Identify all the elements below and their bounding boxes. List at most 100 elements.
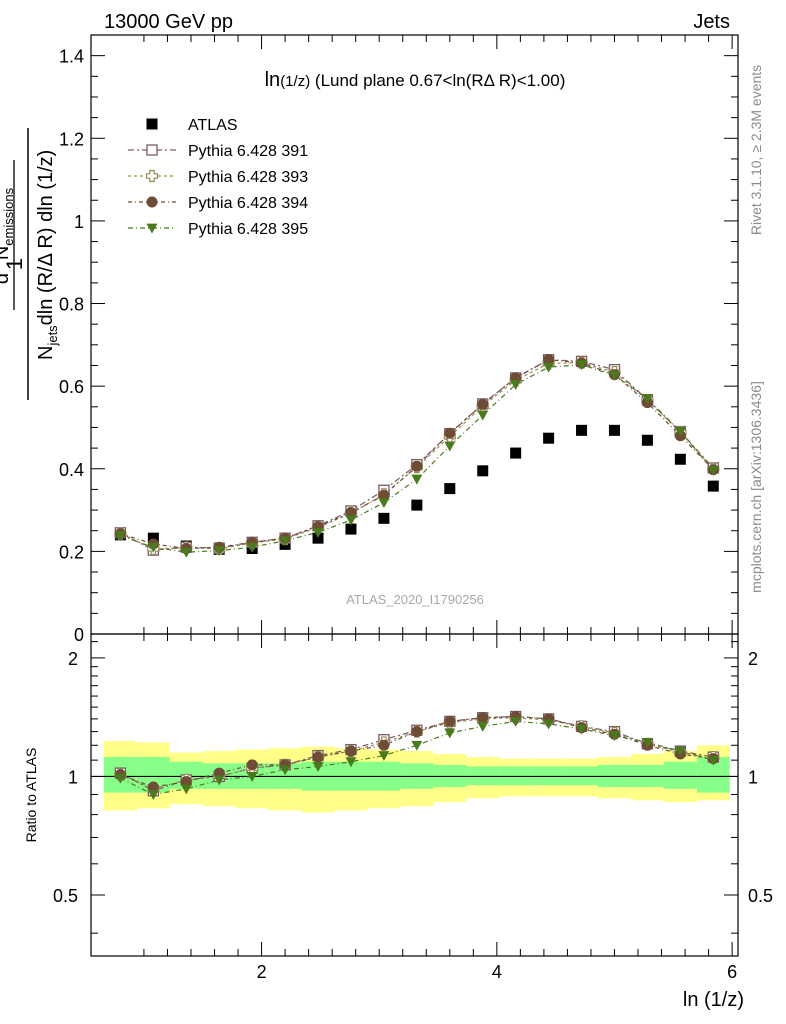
- watermark: ATLAS_2020_I1790256: [346, 592, 484, 607]
- ratio-y-axis-label: Ratio to ATLAS: [23, 748, 39, 843]
- y-tick-label-main: 1.4: [59, 47, 84, 67]
- legend-label-0: ATLAS: [188, 117, 238, 134]
- series-4-ratio-point: [543, 719, 555, 730]
- ylabel-num-N: N: [0, 246, 13, 266]
- ratio-bg-layer: [91, 741, 738, 813]
- series-0-point: [444, 483, 456, 495]
- series-4-point: [477, 410, 489, 421]
- ratio-band-green: [663, 761, 697, 789]
- series-4-line: [120, 364, 714, 553]
- series-3-ratio-point: [147, 781, 159, 793]
- legend-marker-0: [146, 118, 158, 130]
- legend-marker-1: [146, 144, 158, 156]
- ylabel-num-d: d: [0, 273, 13, 284]
- series-4-point: [114, 531, 126, 542]
- series-4-point: [411, 474, 423, 485]
- series-0-point: [543, 432, 555, 444]
- series-4-ratio-point: [608, 731, 620, 742]
- ylabel-N: N: [35, 346, 57, 360]
- chart-title: ln(1/z) (Lund plane 0.67<ln(RΔ R)<1.00): [265, 69, 566, 91]
- series-layer: [114, 354, 720, 558]
- y-tick-label-ratio-right: 2: [748, 649, 758, 669]
- series-4-ratio-point: [641, 738, 653, 748]
- mcplots-label: mcplots.cern.ch [arXiv:1306.3436]: [748, 381, 764, 593]
- y-tick-label-main: 1.2: [59, 129, 84, 149]
- series-0-point: [312, 532, 324, 544]
- series-0-point: [608, 424, 620, 436]
- series-3-ratio-point: [246, 759, 258, 771]
- series-0-point: [147, 532, 159, 544]
- series-3-ratio-point: [411, 726, 423, 738]
- series-0-point: [510, 447, 522, 459]
- series-0-point: [345, 523, 357, 535]
- title-main: ln: [265, 69, 281, 91]
- y-tick-label-main: 0.6: [59, 377, 84, 397]
- y-tick-label-main: 1: [74, 212, 84, 232]
- legend-marker-3: [146, 196, 158, 208]
- series-4-point: [279, 536, 291, 547]
- ylabel-numerator: d2 Nemissions: [0, 187, 16, 284]
- series-3-point: [378, 489, 390, 501]
- series-4-ratio-point: [477, 721, 489, 732]
- series-4-ratio-point: [213, 775, 225, 786]
- main-y-axis-label: 1 Njetsdln (R/Δ R) dln (1/z) d2 Nemissio…: [0, 128, 60, 400]
- series-1-line: [120, 359, 714, 551]
- legend: ATLAS Pythia 6.428 391 Pythia 6.428 393 Pyt…: [128, 117, 308, 238]
- rivet-label: Rivet 3.1.10, ≥ 2.3M events: [748, 65, 764, 235]
- ratio-plot-frame: [90, 633, 739, 957]
- ylabel-num-sub: emissions: [1, 187, 16, 245]
- series-0-point: [576, 424, 588, 436]
- ylabel-N-sub: jets: [45, 325, 60, 347]
- legend-label-4: Pythia 6.428 395: [188, 221, 308, 238]
- x-axis-label: ln (1/z): [683, 989, 744, 1011]
- series-4-ratio-point: [114, 773, 126, 784]
- series-3-ratio-point: [477, 712, 489, 724]
- series-0-point: [674, 453, 686, 465]
- series-0-point: [378, 512, 390, 524]
- title-sub: (1/z): [280, 73, 310, 90]
- y-tick-label-ratio: 2: [68, 649, 78, 669]
- series-3-ratio-point: [180, 776, 192, 788]
- series-0-point: [411, 499, 423, 511]
- series-3-point: [444, 427, 456, 439]
- x-tick-label: 6: [727, 962, 737, 982]
- series-4-ratio-point: [345, 757, 357, 768]
- series-4-ratio-point: [411, 740, 423, 751]
- y-tick-label-main: 0.8: [59, 295, 84, 315]
- series-3-ratio-point: [345, 745, 357, 757]
- series-4-ratio-point: [312, 762, 324, 772]
- axes-layer: 2 4 6 0 0.2 0.4 0.6 0.8 1 1.2 1.4 0.5 0.5 1 1 2 2: [53, 34, 773, 982]
- series-4-ratio-point: [378, 751, 390, 762]
- series-0-point: [477, 465, 489, 477]
- series-3-ratio-point: [312, 751, 324, 763]
- y-tick-label-main: 0: [74, 625, 84, 645]
- series-4-point: [641, 394, 653, 405]
- legend-marker-4: [146, 223, 158, 234]
- series-4-ratio-point: [246, 772, 258, 782]
- series-4-ratio-point: [147, 790, 159, 800]
- series-4-point: [213, 546, 225, 557]
- legend-label-2: Pythia 6.428 393: [188, 169, 308, 186]
- legend-label-1: Pythia 6.428 391: [188, 143, 308, 160]
- series-4-ratio-point: [674, 746, 686, 757]
- series-4-ratio-point: [510, 716, 522, 727]
- series-4-point: [312, 527, 324, 538]
- series-2-line: [120, 361, 714, 550]
- ratio-series-layer: [114, 710, 720, 800]
- series-4-point: [576, 360, 588, 371]
- series-4-point: [147, 542, 159, 553]
- series-4-point: [378, 498, 390, 509]
- x-tick-label: 2: [257, 962, 267, 982]
- series-4-ratio-point: [444, 728, 456, 739]
- legend-marker-2: [145, 169, 159, 183]
- series-4-point: [707, 466, 719, 476]
- series-4-point: [180, 547, 192, 558]
- series-4-ratio-point: [576, 724, 588, 735]
- series-4-point: [246, 542, 258, 553]
- series-4-point: [543, 362, 555, 373]
- series-3-point: [345, 507, 357, 519]
- series-4-point: [444, 441, 456, 452]
- series-4-point: [674, 427, 686, 438]
- series-0-point: [707, 480, 719, 492]
- y-tick-label-ratio: 0.5: [53, 886, 78, 906]
